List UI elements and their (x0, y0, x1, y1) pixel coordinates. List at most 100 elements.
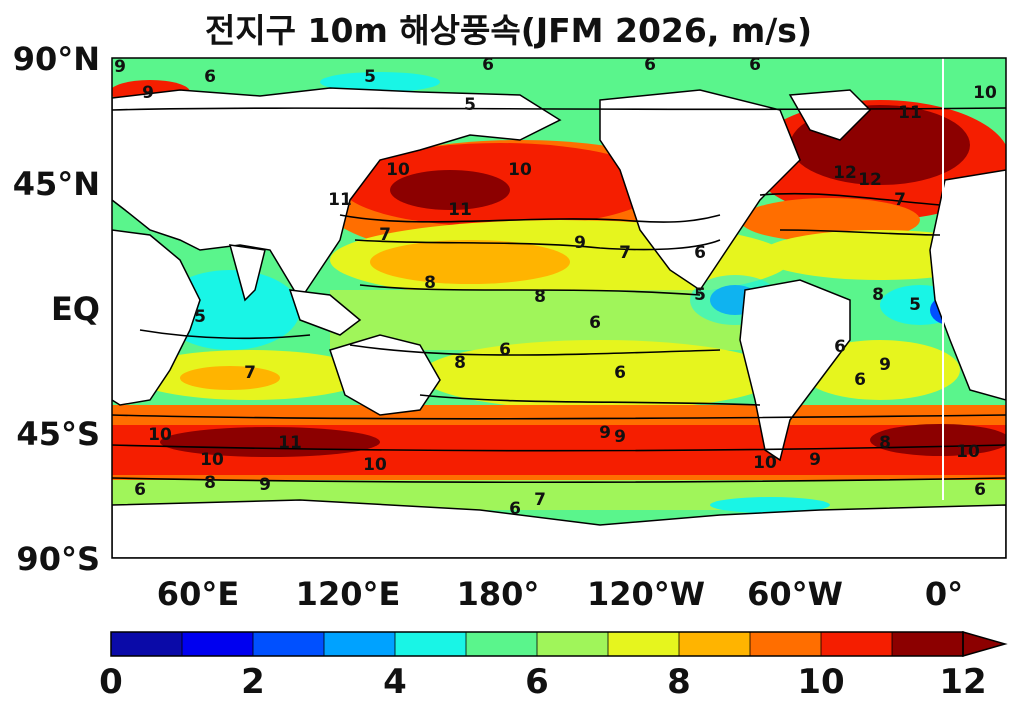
x-tick-60w: 60°W (747, 575, 843, 613)
colorbar-label-12: 12 (939, 662, 987, 702)
colorbar-label-4: 4 (383, 662, 407, 702)
y-tick-90s: 90°S (16, 540, 100, 578)
ocean-band-npac-darkred (390, 170, 510, 210)
contour-label: 8 (204, 473, 216, 493)
contour-label: 6 (644, 55, 656, 75)
contour-label: 7 (379, 225, 391, 245)
colorbar-segment (892, 632, 964, 656)
contour-label: 5 (694, 285, 706, 305)
colorbar-label-8: 8 (667, 662, 691, 702)
map-layers (112, 58, 1006, 558)
contour-label: 6 (589, 313, 601, 333)
ocean-band-arctic-cyan (320, 72, 440, 92)
contour-label: 10 (363, 455, 387, 475)
colorbar-segment (679, 632, 751, 656)
contour-label: 9 (809, 450, 821, 470)
contour-label: 7 (534, 490, 546, 510)
x-tick-180: 180° (456, 575, 540, 613)
contour-label: 11 (898, 103, 922, 123)
y-tick-45s: 45°S (16, 415, 100, 453)
contour-label: 7 (894, 190, 906, 210)
contour-lines (112, 107, 1006, 483)
contour-label: 9 (599, 423, 611, 443)
colorbar-label-0: 0 (99, 662, 123, 702)
land-layer (112, 87, 1006, 558)
contour-label: 10 (386, 160, 410, 180)
x-tick-120e: 120°E (295, 575, 401, 613)
contour-label: 6 (974, 480, 986, 500)
contour-label: 6 (614, 363, 626, 383)
colorbar-segment (182, 632, 254, 656)
contour-label: 9 (114, 57, 126, 77)
contour-label: 6 (134, 480, 146, 500)
contour-label: 9 (879, 355, 891, 375)
ocean-band-so-darkred-indian (160, 427, 380, 457)
contour-label: 10 (508, 160, 532, 180)
page-title: 전지구 10m 해상풍속(JFM 2026, m/s) (204, 11, 813, 50)
colorbar-segment (395, 632, 467, 656)
colorbar-segment (750, 632, 822, 656)
contour-label: 10 (148, 425, 172, 445)
india-land (228, 244, 266, 302)
contour-label: 12 (858, 170, 882, 190)
colorbar-label-2: 2 (241, 662, 265, 702)
ocean-band-spac-trades (420, 340, 780, 410)
contour-label: 9 (142, 83, 154, 103)
colorbar (110, 631, 1008, 657)
ocean-band-arctic (112, 58, 1006, 96)
contour-label: 6 (482, 55, 494, 75)
contour-label: 7 (619, 243, 631, 263)
x-tick-120w: 120°W (586, 575, 706, 613)
x-tick-60e: 60°E (156, 575, 240, 613)
y-tick-45n: 45°N (12, 165, 100, 203)
x-tick-0: 0° (924, 575, 964, 613)
y-tick-eq: EQ (50, 290, 100, 328)
contour-label: 11 (448, 200, 472, 220)
australia-land (329, 334, 441, 416)
contour-label: 10 (973, 83, 997, 103)
contour-label: 6 (749, 55, 761, 75)
contour-label: 10 (753, 453, 777, 473)
north-america-land (599, 89, 801, 292)
contour-label: 6 (204, 67, 216, 87)
colorbar-label-6: 6 (525, 662, 549, 702)
eurasia-land (112, 87, 562, 302)
contour-label: 8 (454, 353, 466, 373)
contour-label: 7 (244, 363, 256, 383)
colorbar-extend-arrow (962, 631, 1008, 657)
contour-label: 9 (259, 475, 271, 495)
ocean-band-so-darkred-atl (870, 424, 1006, 456)
contour-label: 5 (909, 295, 921, 315)
south-america-land (739, 279, 851, 462)
contour-label: 11 (278, 433, 302, 453)
contour-label: 9 (574, 233, 586, 253)
contour-label: 11 (328, 190, 352, 210)
contour-label: 5 (364, 67, 376, 87)
contour-label: 10 (200, 450, 224, 470)
greenland-land (788, 89, 872, 141)
contour-label: 5 (194, 307, 206, 327)
contour-label: 5 (464, 95, 476, 115)
contour-label: 12 (833, 163, 857, 183)
map-frame (111, 57, 1007, 559)
colorbar-segment (324, 632, 396, 656)
contour-label: 8 (879, 433, 891, 453)
y-tick-90n: 90°N (12, 40, 100, 78)
ocean-band-so-cyan (710, 497, 830, 513)
contour-label: 10 (956, 442, 980, 462)
contour-label: 6 (499, 340, 511, 360)
contour-label: 9 (614, 427, 626, 447)
contour-label: 6 (854, 370, 866, 390)
ocean-band-satl-trades (800, 340, 960, 400)
contour-label: 6 (834, 337, 846, 357)
colorbar-label-10: 10 (797, 662, 845, 702)
colorbar-segment (111, 632, 183, 656)
africa-land (112, 229, 201, 406)
colorbar-segment (466, 632, 538, 656)
colorbar-segment (608, 632, 680, 656)
contour-label: 8 (872, 285, 884, 305)
contour-label: 8 (534, 287, 546, 307)
